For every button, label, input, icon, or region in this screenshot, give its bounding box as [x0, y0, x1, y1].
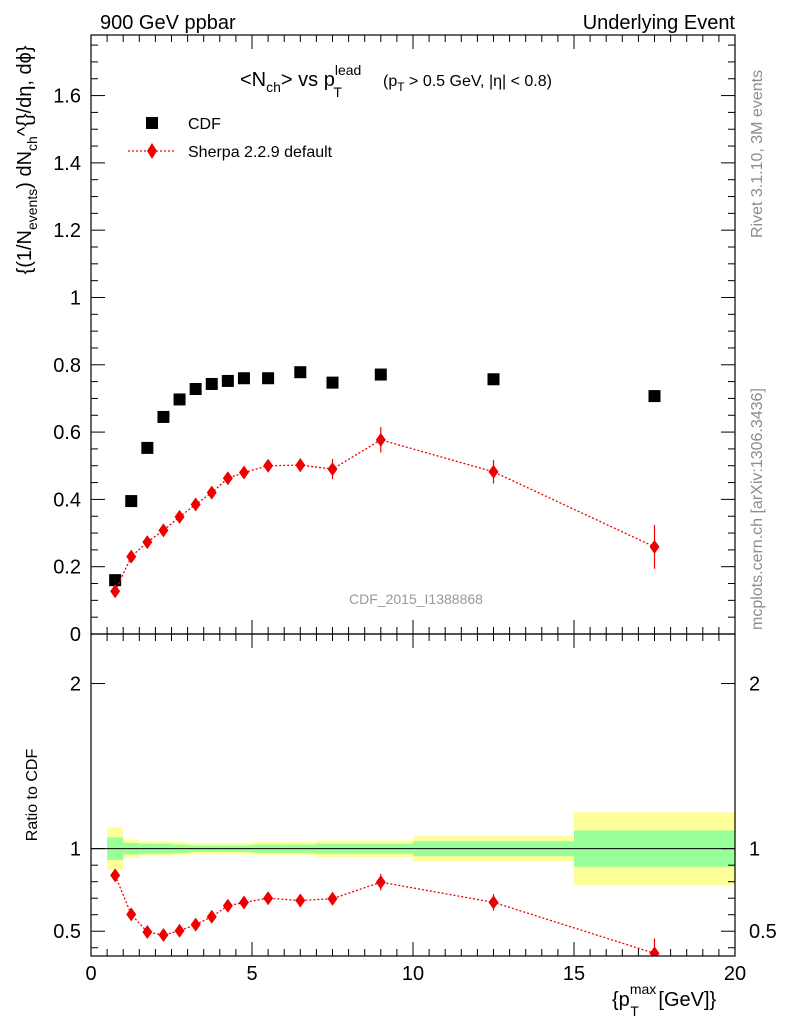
y-tick-label: 0.4: [53, 489, 81, 511]
x-axis-title: {pmax T [GeV]}: [612, 981, 717, 1019]
ratio-point: [206, 909, 217, 924]
cdf-point: [294, 366, 307, 379]
y-tick-label: 1: [70, 287, 81, 309]
sherpa-point: [375, 432, 386, 447]
sherpa-point: [126, 549, 137, 564]
ratio-line: [114, 875, 655, 954]
cdf-point: [648, 390, 661, 403]
sherpa-point: [190, 497, 201, 512]
x-tick-label: 15: [563, 963, 585, 985]
cdf-point: [374, 368, 387, 381]
sherpa-point: [142, 535, 153, 550]
ratio-y-axis-title: Ratio to CDF: [24, 749, 41, 842]
y-tick-label: 0.6: [53, 422, 81, 444]
ratio-point: [174, 923, 185, 938]
ratio-point: [126, 907, 137, 922]
cdf-point: [125, 495, 138, 508]
ratio-point: [488, 895, 499, 910]
header-left: 900 GeV ppbar: [100, 12, 236, 34]
main-y-axis-title: {(1/Nevents) dNch^{}/dη, dϕ}: [14, 45, 40, 274]
cdf-point: [221, 374, 234, 387]
ratio-frame: [90, 633, 736, 957]
legend-cdf-label: CDF: [188, 116, 221, 133]
mcplots-label: mcplots.cern.ch [arXiv:1306.3436]: [749, 388, 766, 630]
ratio-point: [238, 895, 249, 910]
ratio-y-tick-label-right: 0.5: [749, 921, 777, 943]
ratio-point: [142, 925, 153, 940]
sherpa-point: [295, 458, 306, 473]
x-tick-label: 10: [402, 963, 424, 985]
y-tick-label: 1.2: [53, 220, 81, 242]
ratio-y-tick-label: 0.5: [53, 921, 81, 943]
legend: CDF Sherpa 2.2.9 default: [128, 116, 333, 161]
sherpa-point: [263, 458, 274, 473]
sherpa-point: [488, 464, 499, 479]
ratio-point: [222, 898, 233, 913]
sherpa-point: [222, 471, 233, 486]
cdf-point: [173, 393, 186, 406]
cdf-point: [189, 383, 202, 396]
cdf-point: [262, 372, 275, 385]
ratio-plot: 0 5 10 15 200.5 0.51 12 2: [53, 633, 777, 985]
main-title: <Nch> vs plead T (pT > 0.5 GeV, |η| < 0.8): [240, 62, 552, 100]
ratio-point: [263, 891, 274, 906]
ratio-point: [327, 891, 338, 906]
y-tick-label: 1.6: [53, 86, 81, 108]
cdf-point: [326, 376, 339, 389]
rivet-label: Rivet 3.1.10, 3M events: [749, 70, 766, 238]
main-title-text: <Nch> vs plead T: [240, 62, 361, 100]
cdf-point: [157, 410, 170, 423]
ratio-point: [295, 893, 306, 908]
sherpa-point: [158, 523, 169, 538]
ratio-y-tick-label-right: 1: [749, 839, 760, 861]
sherpa-point: [238, 465, 249, 480]
ratio-y-tick-label: 2: [70, 674, 81, 696]
cdf-point: [141, 441, 154, 454]
legend-sherpa-marker: [147, 143, 157, 159]
cdf-point: [109, 574, 122, 587]
y-tick-label: 0.2: [53, 557, 81, 579]
main-title-cuts: (pT > 0.5 GeV, |η| < 0.8): [383, 73, 552, 94]
ratio-point: [158, 928, 169, 943]
cdf-point: [487, 373, 500, 386]
x-tick-label: 0: [85, 963, 96, 985]
header-right: Underlying Event: [583, 12, 736, 34]
ratio-point: [110, 868, 121, 883]
main-y-axis-text: {(1/Nevents) dNch^{}/dη, dϕ}: [14, 45, 40, 274]
sherpa-point: [206, 485, 217, 500]
sherpa-point: [110, 584, 121, 599]
sherpa-point: [327, 462, 338, 477]
legend-sherpa-label: Sherpa 2.2.9 default: [188, 144, 333, 161]
sherpa-line: [114, 439, 655, 592]
ratio-y-tick-label-right: 2: [749, 674, 760, 696]
legend-cdf-marker: [146, 117, 158, 129]
ratio-point: [375, 875, 386, 890]
cdf-point: [237, 372, 250, 385]
y-tick-label: 1.4: [53, 153, 81, 175]
x-tick-label: 5: [246, 963, 257, 985]
y-tick-label: 0.8: [53, 355, 81, 377]
sherpa-point: [174, 509, 185, 524]
x-tick-label: 20: [724, 963, 746, 985]
cdf-point: [205, 377, 218, 390]
ratio-point: [649, 946, 660, 956]
y-tick-label: 0: [70, 624, 81, 646]
sherpa-point: [649, 539, 660, 554]
ratio-point: [190, 917, 201, 932]
ratio-series: [110, 868, 660, 956]
x-axis-text: {pmax T [GeV]}: [612, 981, 717, 1019]
ratio-y-tick-label: 1: [70, 839, 81, 861]
main-watermark: CDF_2015_I1388868: [349, 591, 483, 607]
